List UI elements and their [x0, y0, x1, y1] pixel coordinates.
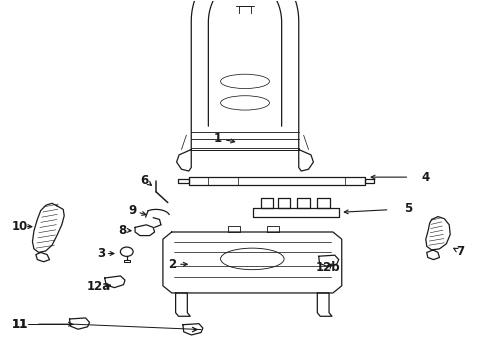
Text: 5: 5 — [405, 202, 413, 215]
Text: 8: 8 — [119, 224, 127, 237]
Text: 3: 3 — [97, 247, 105, 260]
Text: 9: 9 — [128, 204, 137, 217]
Text: 11: 11 — [12, 318, 28, 331]
Text: 11: 11 — [12, 318, 28, 331]
Text: 4: 4 — [422, 171, 430, 184]
Text: 7: 7 — [456, 245, 464, 258]
Text: 12a: 12a — [86, 280, 111, 293]
Text: 2: 2 — [169, 258, 177, 271]
Text: 12b: 12b — [316, 261, 341, 274]
Text: 6: 6 — [141, 174, 149, 186]
Text: 1: 1 — [214, 132, 222, 145]
Text: 10: 10 — [12, 220, 28, 233]
